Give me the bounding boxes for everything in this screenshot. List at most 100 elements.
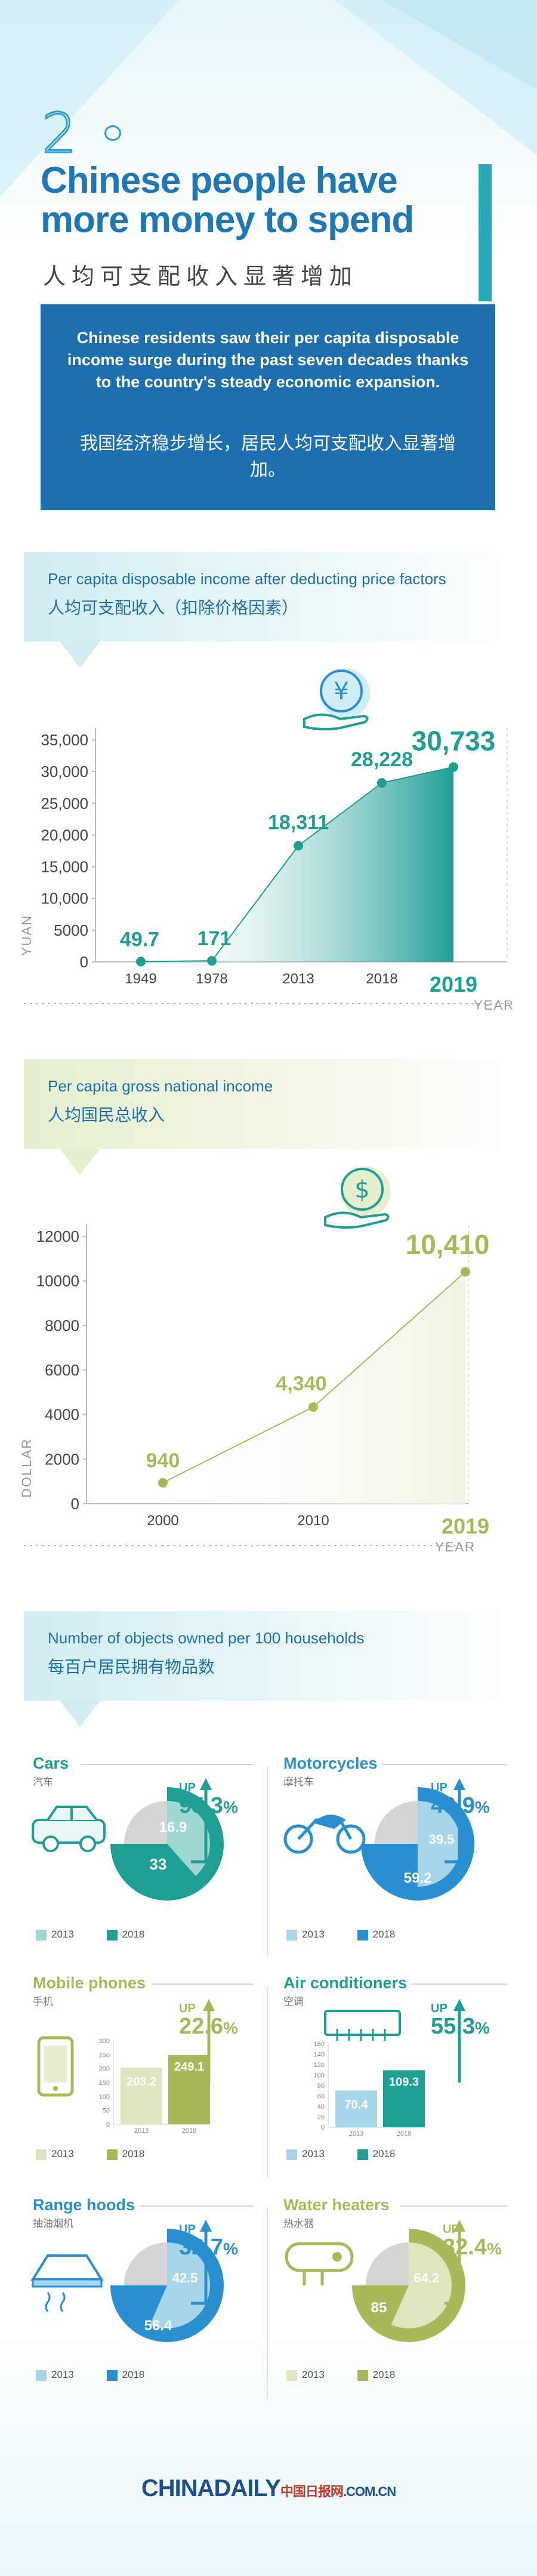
income-banner-tail <box>60 641 100 668</box>
up-arrow-icon <box>191 2220 212 2305</box>
legend: 2013 2018 <box>286 2369 395 2381</box>
bar-y-tick: 120 <box>314 2062 325 2069</box>
y-tick-label: 4000 <box>45 1406 79 1424</box>
card-title: Range hoods <box>33 2196 135 2214</box>
bar-2013 <box>335 2090 377 2127</box>
data-label: 171 <box>197 927 232 950</box>
title-line-1: Chinese people have <box>41 160 398 201</box>
data-point <box>461 1267 470 1277</box>
card-rule <box>382 1764 507 1765</box>
bar-y-tick: 100 <box>99 2093 110 2100</box>
y-axis-title: YUAN <box>19 915 34 956</box>
car-2013-value: 16.9 <box>159 1819 187 1835</box>
card-subtitle: 空调 <box>283 1996 304 2008</box>
legend: 2013 2018 <box>36 2148 144 2160</box>
air-conditioner-icon <box>324 2010 401 2041</box>
bar-x-label: 2013 <box>134 2127 149 2134</box>
income-chart: 0 5000 10,000 15,000 20,000 25,000 30,000 35,00… <box>19 725 514 1013</box>
up-label: UP <box>443 2223 459 2236</box>
up-arrow-icon <box>203 1999 215 2083</box>
dollar-coin-hand-icon: $ <box>324 1167 391 1229</box>
data-point <box>377 778 387 788</box>
page-title: Chinese people have more money to spend <box>41 160 414 240</box>
section-number: 2 <box>41 101 78 166</box>
mobile-phones-bar-chart: 300 250 200 150 100 50 0 203.2 2013 249.1 2018 <box>99 2038 212 2134</box>
x-axis-title: YEAR <box>474 998 514 1013</box>
data-point <box>308 1402 318 1412</box>
bar-y-tick: 200 <box>99 2066 110 2073</box>
range-hoods-donut: 42.5 56.4 <box>110 2229 224 2342</box>
chinadaily-logo: CHINADAILY中国日报网.COM.CN <box>0 2475 537 2502</box>
data-point <box>449 762 458 772</box>
car-2013-sector <box>167 1801 211 1876</box>
y-tick-label: 12000 <box>36 1227 79 1245</box>
water-heater-icon <box>285 2242 354 2285</box>
data-point <box>294 841 303 851</box>
card-title: Water heaters <box>283 2196 390 2214</box>
card-rule <box>412 1983 507 1985</box>
y-tick-label: 10,000 <box>41 890 88 908</box>
bar-2018 <box>168 2054 210 2124</box>
motorcycles-donut: 39.5 59.2 <box>361 1787 474 1901</box>
area-fill <box>141 767 453 962</box>
households-banner: Number of objects owned per 100 househol… <box>24 1611 513 1701</box>
up-label: UP <box>179 1781 196 1794</box>
hood-2018-value: 56.4 <box>144 2318 172 2334</box>
logo-domain: .COM.CN <box>342 2484 396 2499</box>
bar-x-label: 2018 <box>397 2130 411 2137</box>
intro-text-en: Chinese residents saw their per capita d… <box>67 329 469 391</box>
x-tick-label: 2013 <box>282 971 314 987</box>
gni-banner-tail <box>60 1149 100 1175</box>
bar-y-tick: 50 <box>103 2108 110 2115</box>
households-title-en: Number of objects owned per 100 househol… <box>48 1629 365 1647</box>
y-tick-label: 5000 <box>54 921 88 939</box>
card-subtitle: 抽油烟机 <box>33 2218 73 2230</box>
card-rule <box>81 1764 254 1765</box>
y-tick-label: 25,000 <box>41 794 88 812</box>
bar-y-tick: 0 <box>106 2121 110 2128</box>
moto-2018-value: 59.2 <box>404 1870 432 1886</box>
y-tick-label: 20,000 <box>41 826 88 844</box>
wh-2013-sector <box>391 2242 452 2328</box>
bar-y-tick: 0 <box>321 2124 325 2131</box>
up-arrow-icon <box>453 1999 465 2083</box>
card-subtitle: 手机 <box>33 1996 53 2008</box>
data-label: 4,340 <box>276 1372 326 1395</box>
bar-y-tick: 250 <box>99 2051 110 2059</box>
households-title-cn: 每百户居民拥有物品数 <box>48 1657 215 1677</box>
up-arrow-icon <box>445 2220 465 2305</box>
legend: 2013 2018 <box>286 1929 395 1941</box>
title-line-2: more money to spend <box>41 199 414 240</box>
bar-x-label: 2018 <box>182 2127 196 2134</box>
column-divider-1 <box>267 1766 268 1957</box>
up-arrow-icon <box>445 1778 465 1864</box>
bar-y-tick: 100 <box>314 2072 325 2080</box>
card-rule <box>140 2205 254 2207</box>
income-title-en: Per capita disposable income after deduc… <box>48 570 446 588</box>
up-label: UP <box>179 2223 196 2236</box>
cars-donut: 16.9 33 <box>110 1787 224 1901</box>
wh-2018-value: 85 <box>371 2300 387 2316</box>
increase-percent: 32.4% <box>443 2235 502 2260</box>
y-tick-label: 35,000 <box>41 731 88 749</box>
up-label: UP <box>179 2002 196 2015</box>
y-tick-label: 15,000 <box>41 858 88 876</box>
increase-percent: 95.3% <box>179 1793 238 1818</box>
data-label: 49.7 <box>120 928 159 951</box>
income-title-cn: 人均可支配收入（扣除价格因素） <box>48 598 299 618</box>
data-point <box>136 957 146 967</box>
svg-text:¥: ¥ <box>334 678 348 705</box>
bar-y-tick: 300 <box>99 2038 110 2045</box>
legend: 2013 2018 <box>36 1929 144 1941</box>
data-label: 28,228 <box>351 748 413 771</box>
legend: 2013 2018 <box>36 2369 144 2381</box>
x-tick-label: 2018 <box>366 971 397 987</box>
svg-text:$: $ <box>354 1176 369 1204</box>
increase-percent: 49.9% <box>431 1793 490 1818</box>
hood-2013-sector <box>150 2242 210 2328</box>
increase-percent: 55.3% <box>431 2014 490 2039</box>
y-axis-title: DOLLAR <box>19 1438 34 1498</box>
bar-x-label: 2013 <box>349 2130 363 2137</box>
bar-y-tick: 80 <box>317 2083 325 2090</box>
up-label: UP <box>431 2002 448 2015</box>
